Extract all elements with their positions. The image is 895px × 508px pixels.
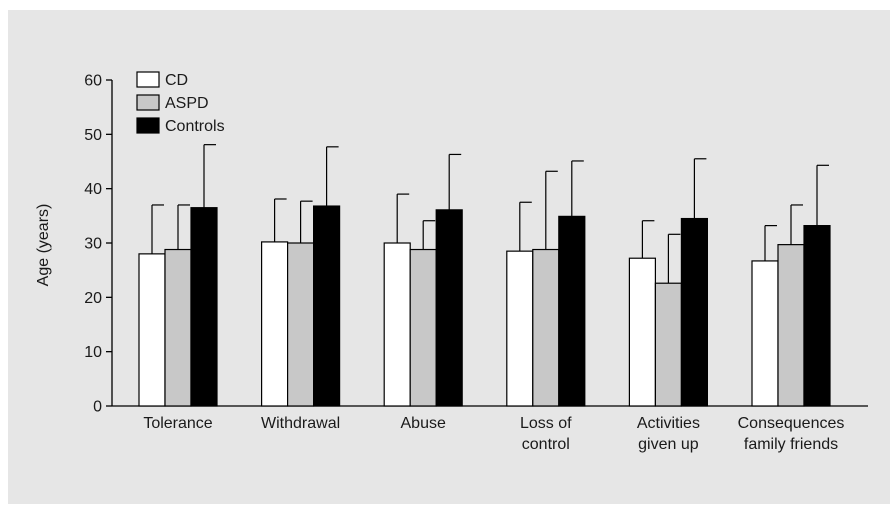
- x-tick-label: Consequences: [738, 415, 845, 432]
- bar-cd: [261, 241, 289, 407]
- y-tick-label: 20: [84, 290, 102, 307]
- x-tick-label: given up: [638, 436, 699, 453]
- y-tick-label: 50: [84, 127, 102, 144]
- bar-controls: [803, 225, 831, 407]
- legend-label-aspd: ASPD: [165, 95, 209, 112]
- legend-label-controls: Controls: [165, 118, 225, 135]
- y-tick-label: 30: [84, 236, 102, 253]
- bar-chart: 0 10 20 30 40 50 60 Tolerance Withdrawal Abuse Lo…: [35, 71, 868, 453]
- x-tick-label: Tolerance: [143, 415, 212, 432]
- bar-aspd: [777, 244, 805, 407]
- chart-panel: 0 10 20 30 40 50 60 Tolerance Withdrawal Abuse Lo…: [8, 10, 890, 504]
- x-tick-label: Abuse: [401, 415, 446, 432]
- y-tick-label: 0: [93, 399, 102, 416]
- x-tick-label: control: [522, 436, 570, 453]
- x-tick-label: Withdrawal: [261, 415, 340, 432]
- legend: CD ASPD Controls: [136, 71, 225, 135]
- y-tick-label: 10: [84, 344, 102, 361]
- bar-cd: [751, 260, 779, 407]
- bar-aspd: [287, 242, 315, 407]
- legend-label-cd: CD: [165, 72, 188, 89]
- y-tick-label: 60: [84, 73, 102, 90]
- bar-controls: [313, 205, 341, 407]
- bar-controls: [190, 207, 218, 407]
- legend-swatch-cd: [136, 71, 160, 88]
- bar-cd: [138, 253, 166, 407]
- bar-controls: [435, 209, 463, 407]
- bar-controls: [680, 217, 709, 407]
- legend-swatch-controls: [136, 117, 160, 134]
- x-tick-label: Loss of: [520, 415, 572, 432]
- x-tick-label: Activities: [637, 415, 700, 432]
- x-tick-label: family friends: [744, 436, 838, 453]
- x-axis: Tolerance Withdrawal Abuse Loss of control Ac…: [112, 405, 868, 453]
- bar-cd: [506, 250, 534, 407]
- bar-cd: [383, 242, 411, 407]
- bar-cd: [628, 257, 657, 407]
- bar-controls: [558, 215, 586, 407]
- bar-aspd: [164, 248, 192, 407]
- bar-aspd: [409, 248, 437, 407]
- legend-swatch-aspd: [136, 94, 160, 111]
- y-tick-label: 40: [84, 181, 102, 198]
- y-axis: 0 10 20 30 40 50 60: [84, 73, 113, 416]
- bar-aspd: [654, 282, 683, 407]
- bars-layer: [138, 144, 831, 407]
- y-axis-title: Age (years): [35, 204, 52, 287]
- bar-aspd: [532, 248, 560, 407]
